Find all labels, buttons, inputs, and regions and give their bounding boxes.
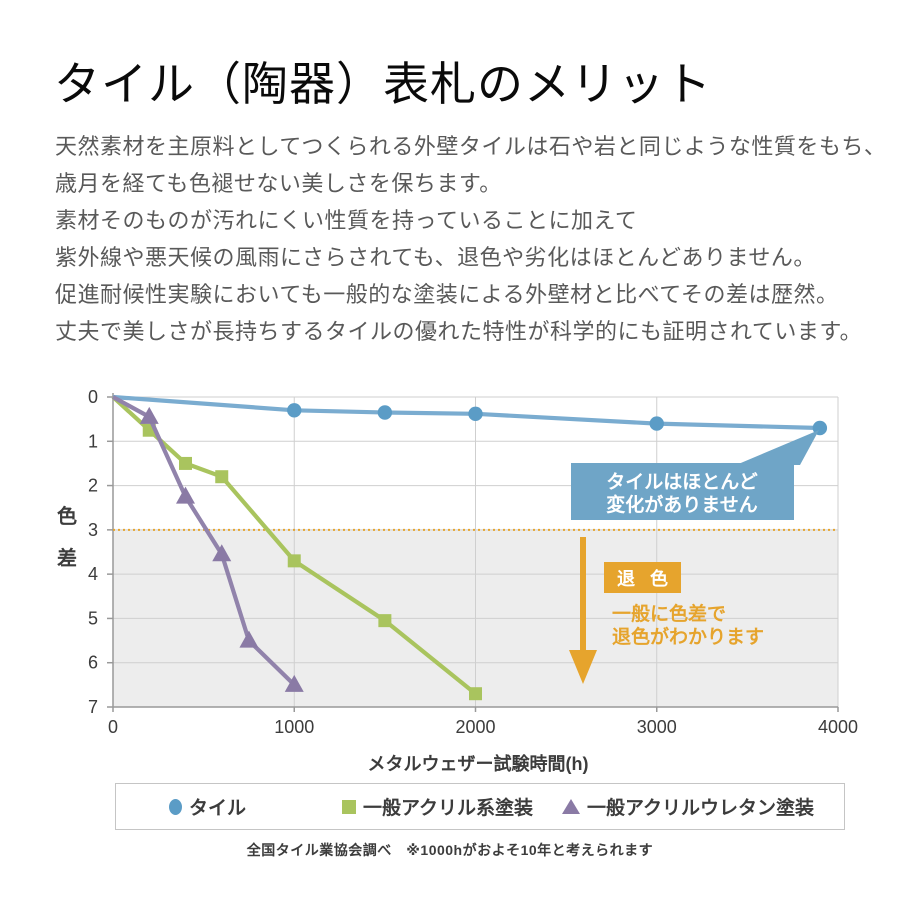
tile-callout-line2: 変化がありません <box>606 493 757 516</box>
acrylic-square-icon <box>342 799 356 814</box>
data-point-square <box>469 687 482 701</box>
source-note: 全国タイル業協会調べ ※1000hがおよそ10年と考えられます <box>246 842 654 858</box>
tile-callout-line1: タイルはほとんど <box>606 471 757 493</box>
data-point-circle <box>287 403 302 418</box>
y-tick-label: 6 <box>88 653 98 673</box>
intro-paragraph: 天然素材を主原料としてつくられる外壁タイルは石や岩と同じような性質をもち、 歳月… <box>55 128 887 350</box>
chart-legend: タイル 一般アクリル系塗装 一般アクリルウレタン塗装 <box>115 783 845 830</box>
x-tick-label: 0 <box>108 717 118 737</box>
data-point-triangle <box>284 674 304 692</box>
x-tick-label: 2000 <box>455 717 495 737</box>
y-tick-label: 2 <box>88 476 98 496</box>
fade-note-line1: 一般に色差で <box>612 602 726 625</box>
fade-arrow-icon <box>569 537 597 684</box>
data-point-triangle <box>176 486 195 504</box>
fade-badge-label: 退 色 <box>617 568 673 589</box>
x-tick-label: 4000 <box>818 717 858 737</box>
legend-item-acrylic: 一般アクリル系塗装 <box>342 784 533 829</box>
data-point-circle <box>377 405 393 420</box>
legend-item-tile: タイル <box>169 784 246 829</box>
page-title: タイル（陶器）表札のメリット <box>54 59 712 110</box>
intro-line: 丈夫で美しさが長持ちするタイルの優れた特性が科学的にも証明されています。 <box>55 319 863 344</box>
x-axis-title: メタルウェザー試験時間(h) <box>368 753 589 774</box>
tile-callout: タイルはほとんど 変化がありません <box>571 430 819 520</box>
intro-line: 素材そのものが汚れにくい性質を持っていることに加えて <box>55 208 638 233</box>
series-line <box>112 394 820 431</box>
y-tick-label: 5 <box>88 608 98 628</box>
data-point-square <box>179 456 192 470</box>
y-tick-label: 0 <box>88 387 98 407</box>
data-point-triangle <box>139 406 159 424</box>
y-axis-title-char1: 色 <box>57 504 77 528</box>
intro-line: 促進耐候性実験においても一般的な塗装による外壁材と比べてその差は歴然。 <box>55 282 839 307</box>
legend-label-acrylic: 一般アクリル系塗装 <box>363 798 534 819</box>
fade-badge: 退 色 <box>604 562 681 593</box>
x-tick-label: 1000 <box>274 717 314 737</box>
intro-line: 天然素材を主原料としてつくられる外壁タイルは石や岩と同じような性質をもち、 <box>55 134 887 159</box>
legend-item-urethane: 一般アクリルウレタン塗装 <box>562 784 814 829</box>
legend-label-urethane: 一般アクリルウレタン塗装 <box>587 798 815 819</box>
urethane-triangle-icon <box>562 799 580 814</box>
data-point-triangle <box>239 630 259 648</box>
intro-line: 歳月を経ても色褪せない美しさを保ちます。 <box>55 171 502 196</box>
x-tick-label: 3000 <box>637 717 677 737</box>
data-point-square <box>215 470 229 484</box>
data-point-square <box>287 554 301 568</box>
tile-circle-icon <box>169 798 182 815</box>
y-tick-label: 3 <box>88 520 98 540</box>
data-point-circle <box>649 416 664 431</box>
fade-note-line2: 退色がわかります <box>612 625 764 648</box>
intro-line: 紫外線や悪天候の風雨にさらされても、退色や劣化はほとんどありません。 <box>55 245 816 270</box>
y-axis-title-char2: 差 <box>57 546 77 570</box>
series-line <box>111 395 296 687</box>
data-point-triangle <box>212 544 232 562</box>
y-tick-label: 7 <box>88 697 98 717</box>
data-point-circle <box>468 406 483 422</box>
y-tick-label: 1 <box>88 431 98 451</box>
data-point-square <box>378 614 392 628</box>
weathering-chart: 0 1 2 3 4 5 6 7 0 1000 2000 3000 4000 色 差 退 色 一般に色差で… <box>0 380 900 780</box>
y-tick-label: 4 <box>88 564 98 584</box>
legend-label-tile: タイル <box>189 798 247 819</box>
